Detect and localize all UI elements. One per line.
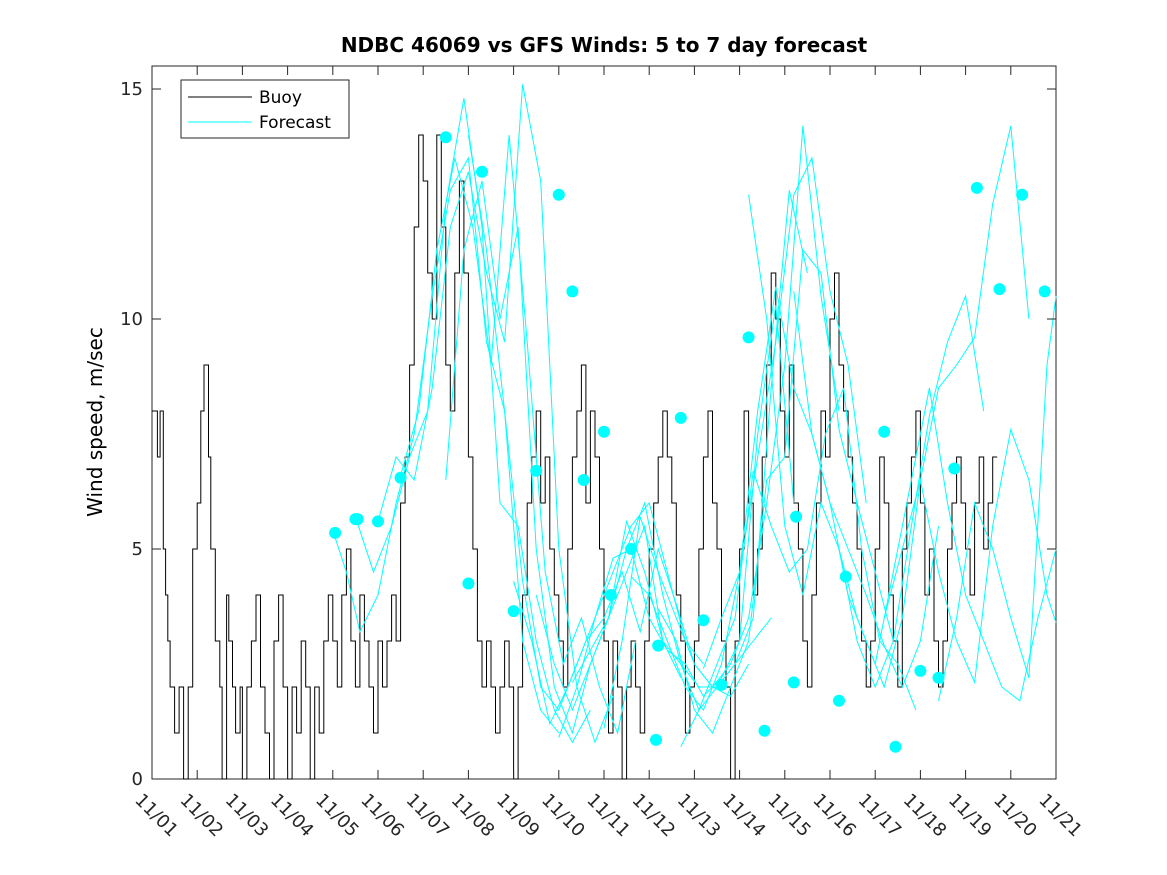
forecast-marker [1038,285,1051,298]
forecast-marker [566,285,579,298]
forecast-marker [697,614,710,627]
forecast-marker [394,471,407,484]
forecast-marker [889,740,902,753]
forecast-marker [790,510,803,523]
forecast-marker [652,639,665,652]
forecast-marker [715,678,728,691]
forecast-line-9 [558,305,795,738]
forecast-line-19 [883,427,1057,685]
forecast-line-11 [603,125,840,729]
forecast-marker [742,331,755,344]
forecast-marker [598,425,610,438]
forecast-marker [758,724,771,737]
axes-box [151,65,1057,780]
legend-label-buoy: Buoy [259,88,302,108]
y-tick-label: 0 [132,769,143,790]
y-axis-ticks: 0 5 10 15 [120,79,1056,790]
legend: Buoy Forecast [180,79,350,139]
forecast-marker [552,188,565,201]
y-axis-label: Wind speed, m/sec [83,327,107,517]
forecast-line-10 [571,190,808,711]
y-tick-label: 15 [120,79,143,100]
forecast-marker [932,671,945,684]
forecast-line-17 [793,125,1030,689]
forecast-marker [839,570,852,583]
y-tick-label: 10 [120,309,143,330]
forecast-marker [351,513,364,526]
forecast-line-12 [630,156,867,711]
forecast-line-4 [400,134,637,735]
forecast-marker [625,543,638,555]
forecast-marker [372,515,384,528]
forecast-marker [439,131,452,144]
forecast-marker [476,165,488,178]
legend-label-forecast: Forecast [259,113,331,133]
y-tick-label: 5 [132,539,143,560]
forecast-marker [604,589,617,601]
forecast-marker [833,694,845,707]
forecast-marker [878,425,891,438]
forecast-line-18 [838,387,1057,702]
forecast-marker [507,605,520,618]
forecast-marker [674,411,687,424]
forecast-marker [970,181,983,194]
chart-title: NDBC 46069 vs GFS Winds: 5 to 7 day fore… [341,33,868,57]
forecast-marker [650,733,662,746]
forecast-marker [787,676,800,689]
forecast-line-16 [748,194,985,689]
legend-box [180,79,350,139]
forecast-series [332,84,1057,748]
forecast-line-5 [445,180,682,735]
forecast-marker [948,462,961,475]
forecast-line-20 [938,295,1057,701]
forecast-marker [329,526,342,539]
forecast-marker [577,474,590,486]
forecast-marker [462,577,475,590]
forecast-markers [329,131,1051,753]
forecast-marker [1016,188,1029,201]
forecast-marker [530,464,543,477]
forecast-marker [914,664,927,677]
forecast-marker [993,283,1006,296]
